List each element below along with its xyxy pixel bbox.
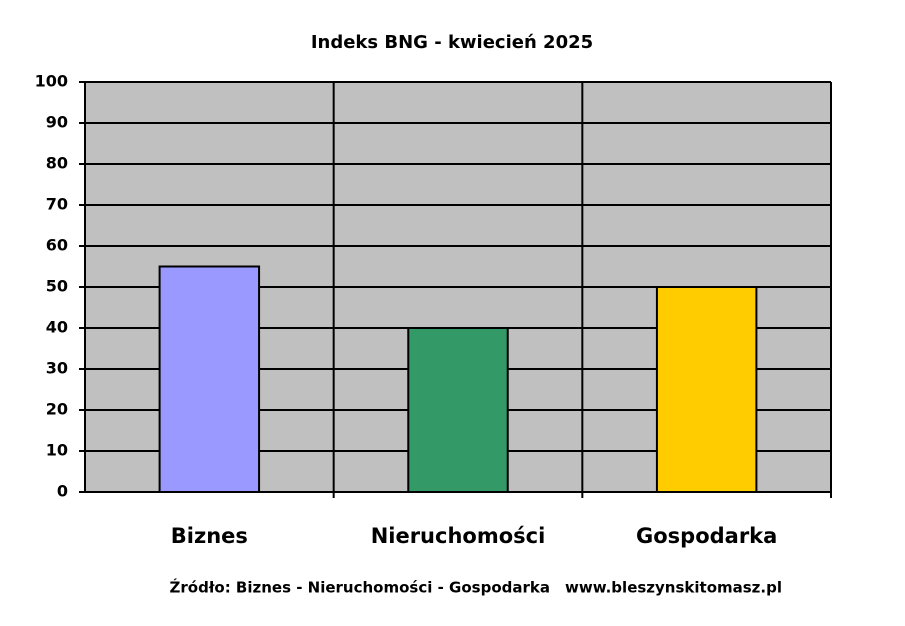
y-tick-label: 70 — [46, 195, 68, 214]
chart-title: Indeks BNG - kwiecień 2025 — [311, 32, 593, 53]
bar — [407, 327, 509, 493]
y-tick-label: 60 — [46, 236, 68, 255]
y-tick-label: 0 — [57, 482, 68, 501]
y-tick-label: 20 — [46, 400, 68, 419]
y-tick-label: 10 — [46, 441, 68, 460]
y-tick-label: 80 — [46, 154, 68, 173]
website: www.bleszynskitomasz.pl — [565, 579, 782, 597]
y-tick-label: 50 — [46, 277, 68, 296]
bar — [158, 265, 261, 493]
y-tick-label: 40 — [46, 318, 68, 337]
x-tick-label: Nieruchomości — [371, 524, 546, 548]
x-tick-label: Gospodarka — [636, 524, 777, 548]
x-tick-label: Biznes — [171, 524, 248, 548]
y-tick-label: 30 — [46, 359, 68, 378]
source-note: Źródło: Biznes - Nieruchomości - Gospoda… — [170, 578, 551, 597]
bar — [655, 286, 758, 493]
y-tick-label: 100 — [35, 72, 68, 91]
y-tick-label: 90 — [46, 113, 68, 132]
